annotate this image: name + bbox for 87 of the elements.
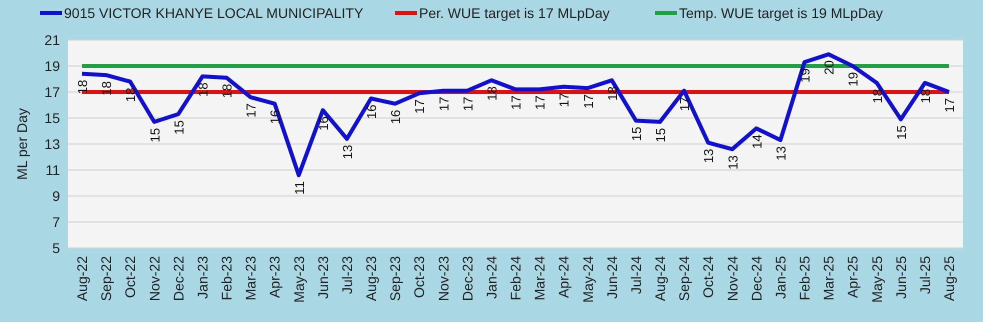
data-label: 17 (556, 92, 572, 108)
x-tick-label: Nov-23 (435, 256, 452, 302)
x-tick-label: Jan-24 (483, 256, 500, 299)
y-tick-label: 11 (45, 162, 60, 178)
data-label: 17 (942, 98, 957, 112)
data-label: 13 (340, 144, 355, 160)
x-tick-label: Feb-24 (508, 256, 524, 300)
x-tick-label: Apr-25 (844, 256, 861, 298)
data-label: 17 (508, 95, 524, 110)
data-label: 18 (195, 82, 210, 97)
data-label: 17 (412, 99, 428, 114)
x-tick-label: Aug-22 (74, 256, 90, 302)
data-label: 17 (436, 96, 452, 112)
data-label: 16 (364, 104, 379, 119)
y-tick-label: 13 (44, 136, 60, 152)
x-tick-label: Apr-23 (266, 256, 283, 298)
x-tick-label: May-23 (290, 256, 307, 303)
x-tick-label: Nov-24 (724, 256, 740, 302)
data-label: 16 (268, 110, 283, 124)
data-label: 13 (701, 148, 716, 164)
x-tick-label: Jun-24 (604, 256, 620, 299)
x-tick-label: Mar-23 (242, 256, 259, 300)
x-tick-label: Sep-22 (98, 256, 114, 302)
data-label: 17 (677, 96, 692, 112)
y-tick-label: 7 (52, 214, 60, 230)
x-tick-label: Dec-23 (459, 256, 476, 302)
x-tick-label: Aug-23 (363, 256, 379, 302)
y-axis-title: ML per Day (14, 108, 30, 180)
data-label: 17 (460, 96, 476, 112)
data-label: 17 (244, 103, 259, 118)
x-tick-label: Oct-23 (411, 256, 428, 298)
legend-label: 9015 VICTOR KHANYE LOCAL MUNICIPALITY (64, 5, 364, 21)
x-tick-label: Jul-23 (338, 256, 355, 294)
x-tick-label: Apr-24 (556, 256, 572, 298)
data-label: 18 (484, 86, 500, 101)
x-tick-label: Oct-24 (700, 256, 716, 298)
data-label: 15 (147, 128, 162, 142)
x-tick-label: Jan-25 (772, 256, 788, 299)
y-tick-label: 5 (52, 240, 60, 256)
data-label: 19 (798, 68, 812, 83)
x-tick-label: Oct-22 (122, 256, 138, 298)
x-tick-label: Dec-22 (170, 256, 186, 302)
x-tick-label: Jul-25 (916, 256, 933, 294)
legend-label: Temp. WUE target is 19 MLpDay (679, 5, 883, 21)
data-label: 18 (123, 88, 138, 102)
x-tick-label: May-24 (580, 256, 596, 303)
data-label: 15 (628, 126, 644, 142)
x-tick-label: Mar-25 (820, 256, 837, 300)
y-tick-label: 15 (44, 110, 60, 126)
legend-label: Per. WUE target is 17 MLpDay (419, 5, 610, 21)
x-tick-label: Aug-24 (652, 256, 668, 302)
data-label: 18 (75, 80, 90, 94)
y-tick-label: 9 (52, 188, 60, 204)
data-label: 15 (894, 125, 909, 140)
data-label: 13 (773, 146, 788, 161)
data-label: 19 (846, 72, 861, 86)
x-tick-label: Dec-24 (748, 256, 764, 302)
data-label: 18 (870, 88, 885, 104)
data-label: 15 (653, 128, 668, 142)
y-tick-label: 17 (44, 84, 60, 100)
data-label: 16 (316, 116, 331, 131)
data-label: 13 (725, 155, 740, 170)
y-tick-label: 19 (44, 58, 60, 74)
x-tick-label: Sep-24 (676, 256, 692, 302)
data-label: 17 (580, 94, 596, 109)
x-tick-label: Nov-22 (146, 256, 162, 302)
x-tick-label: Jun-25 (892, 256, 909, 299)
data-label: 18 (99, 81, 114, 96)
data-label: 11 (292, 181, 307, 195)
x-tick-label: May-25 (868, 256, 885, 303)
data-label: 15 (171, 120, 186, 135)
x-tick-label: Jun-23 (314, 256, 331, 299)
data-label: 20 (822, 60, 837, 75)
x-tick-label: Sep-23 (387, 256, 404, 302)
data-label: 14 (749, 134, 764, 149)
data-label: 17 (532, 95, 548, 110)
x-tick-label: Mar-24 (532, 256, 548, 300)
x-tick-label: Feb-25 (796, 256, 812, 300)
x-tick-label: Jul-24 (628, 256, 644, 294)
y-tick-label: 21 (44, 32, 60, 48)
data-label: 18 (918, 88, 933, 104)
x-tick-label: Jan-23 (194, 256, 210, 299)
x-tick-label: Aug-25 (941, 256, 957, 302)
data-label: 18 (604, 86, 620, 101)
x-tick-label: Feb-23 (218, 256, 234, 300)
data-label: 16 (388, 110, 404, 124)
data-label: 18 (220, 84, 234, 98)
